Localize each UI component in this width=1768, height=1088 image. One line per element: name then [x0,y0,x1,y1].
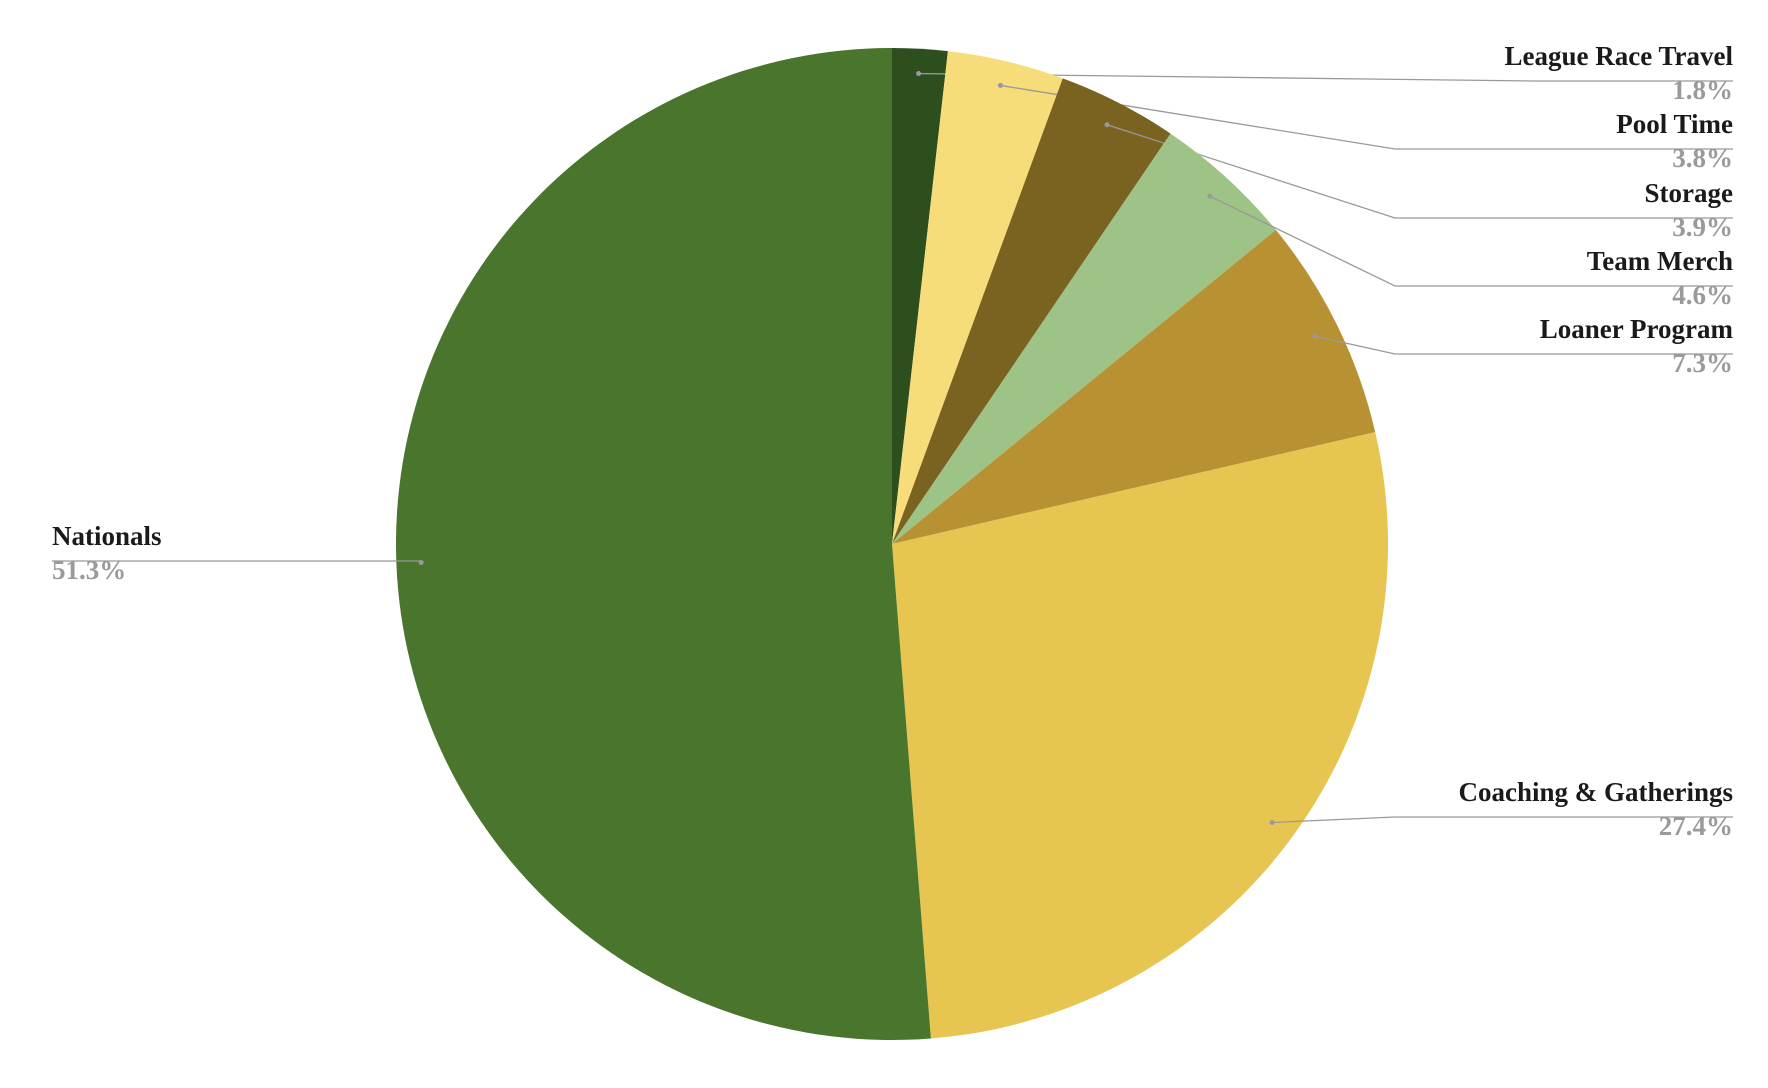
slice-value-label: 1.8% [1672,75,1733,105]
slice-label: Team Merch [1587,246,1733,276]
slice-label: Storage [1645,178,1733,208]
slice-label: Coaching & Gatherings [1458,777,1733,807]
leader-dot [997,82,1003,88]
slice-value-label: 3.8% [1672,143,1733,173]
slice-label: League Race Travel [1505,41,1734,71]
leader-dot [1269,820,1275,826]
pie-slice [892,48,948,544]
leader-dot [1104,122,1110,128]
slice-label: Loaner Program [1540,314,1734,344]
pie-slice [892,133,1276,544]
pie-slice [892,229,1376,544]
pie-slice [892,51,1063,544]
leader-dot [916,71,922,77]
slice-value-label: 4.6% [1672,280,1733,310]
leader-dot [1312,333,1318,339]
leader-line [1209,195,1733,287]
leader-line [1000,84,1733,150]
slice-value-label: 7.3% [1672,348,1733,378]
leader-line [1272,816,1733,824]
leader-line [1106,124,1733,219]
leader-line [918,72,1733,82]
pie-slice [892,432,1388,1039]
slice-label: Pool Time [1616,109,1733,139]
leader-dot [418,559,424,565]
leader-line [1314,335,1733,355]
slice-value-label: 3.9% [1672,212,1733,242]
pie-slice [395,48,931,1040]
leader-dot [1207,193,1213,199]
slice-label: Nationals [52,521,162,551]
pie-slice [892,78,1171,545]
slice-value-label: 51.3% [52,555,126,585]
slice-value-label: 27.4% [1659,811,1733,841]
